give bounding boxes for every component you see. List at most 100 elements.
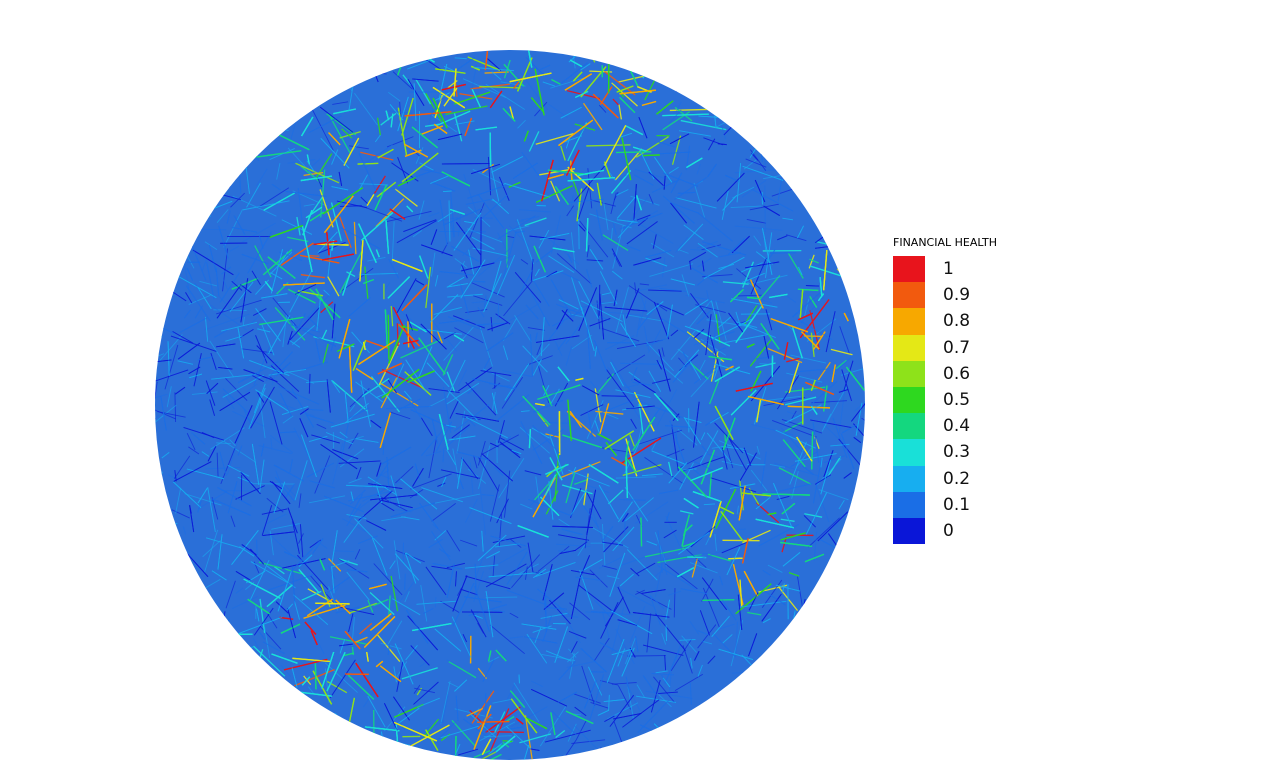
network-link: [679, 249, 689, 254]
network-link: [590, 199, 616, 207]
network-link: [597, 747, 602, 760]
network-link: [390, 411, 411, 420]
network-link: [345, 435, 364, 442]
network-link: [736, 505, 739, 515]
network-link: [531, 680, 544, 688]
network-link: [626, 314, 664, 322]
network-link: [361, 377, 390, 398]
network-link: [264, 626, 271, 659]
network-link: [326, 113, 357, 136]
network-link: [412, 230, 423, 238]
network-link: [601, 524, 606, 566]
network-link: [528, 490, 546, 507]
network-link: [446, 530, 461, 552]
network-link: [330, 202, 343, 242]
network-link: [565, 346, 573, 366]
network-link: [205, 173, 231, 188]
network-link: [811, 400, 847, 404]
network-link: [815, 484, 830, 523]
network-link: [440, 600, 461, 614]
network-link: [280, 665, 291, 677]
network-link: [167, 474, 181, 481]
network-link: [644, 457, 684, 485]
network-link: [756, 445, 760, 455]
network-link: [659, 396, 681, 418]
network-link: [781, 536, 787, 553]
network-link: [428, 436, 438, 479]
network-link: [695, 304, 726, 313]
network-link: [489, 624, 525, 655]
legend-entry: 0.7: [893, 334, 997, 361]
network-link: [706, 319, 748, 327]
network-link: [190, 228, 227, 231]
network-link: [303, 171, 324, 176]
legend-entry: 0.8: [893, 308, 997, 335]
network-link: [431, 252, 436, 277]
network-link: [534, 463, 567, 501]
network-link: [191, 391, 218, 395]
network-link: [399, 581, 415, 602]
network-link: [314, 663, 317, 690]
network-link: [333, 550, 355, 553]
network-link: [589, 213, 632, 229]
legend-label: 0.6: [943, 363, 971, 384]
network-link: [734, 169, 782, 174]
network-link: [598, 104, 607, 113]
legend-swatch: [893, 334, 925, 361]
network-link: [298, 533, 304, 544]
legend-entry: 0.2: [893, 465, 997, 492]
legend-label: 0.5: [943, 390, 971, 411]
network-link: [830, 348, 853, 356]
legend-title: FINANCIAL HEALTH: [893, 236, 997, 249]
network-link: [500, 81, 526, 87]
network-link: [303, 203, 315, 207]
network-link: [298, 493, 302, 508]
network-link: [223, 279, 228, 290]
network-link: [497, 232, 507, 250]
network-link: [693, 182, 706, 218]
network-link: [818, 489, 849, 501]
network-link: [612, 253, 621, 267]
network-link: [689, 562, 718, 574]
network-link: [823, 386, 847, 428]
network-link: [315, 602, 350, 605]
network-link: [469, 462, 474, 494]
legend-swatch: [893, 386, 925, 414]
network-link: [689, 621, 700, 635]
network-link: [155, 403, 176, 420]
network-link: [300, 165, 321, 183]
network-link: [174, 392, 177, 423]
network-link: [606, 575, 620, 580]
network-link: [400, 338, 442, 359]
network-link: [414, 687, 436, 694]
network-link: [339, 216, 352, 249]
network-link: [533, 758, 542, 760]
network-link: [464, 498, 478, 523]
network-link: [482, 434, 520, 455]
network-link: [155, 381, 158, 403]
network-link: [186, 432, 196, 451]
network-link: [656, 360, 684, 384]
network-link: [611, 682, 637, 685]
network-link: [469, 201, 486, 239]
network-link: [759, 363, 773, 366]
network-link: [634, 282, 637, 294]
network-link: [509, 612, 519, 619]
network-link: [668, 590, 682, 596]
network-link: [230, 515, 236, 528]
network-link: [511, 554, 541, 589]
network-link: [274, 566, 285, 575]
network-link: [696, 241, 718, 249]
network-link: [300, 274, 326, 279]
network-link: [786, 411, 805, 419]
network-link: [749, 339, 772, 367]
network-link: [380, 383, 419, 407]
network-link: [602, 234, 629, 252]
network-link: [774, 462, 820, 477]
network-link: [665, 448, 685, 457]
network-link: [380, 642, 402, 650]
network-link: [276, 163, 281, 180]
legend-entry: 0.1: [893, 491, 997, 518]
network-link: [223, 209, 243, 248]
network-link: [226, 431, 241, 475]
